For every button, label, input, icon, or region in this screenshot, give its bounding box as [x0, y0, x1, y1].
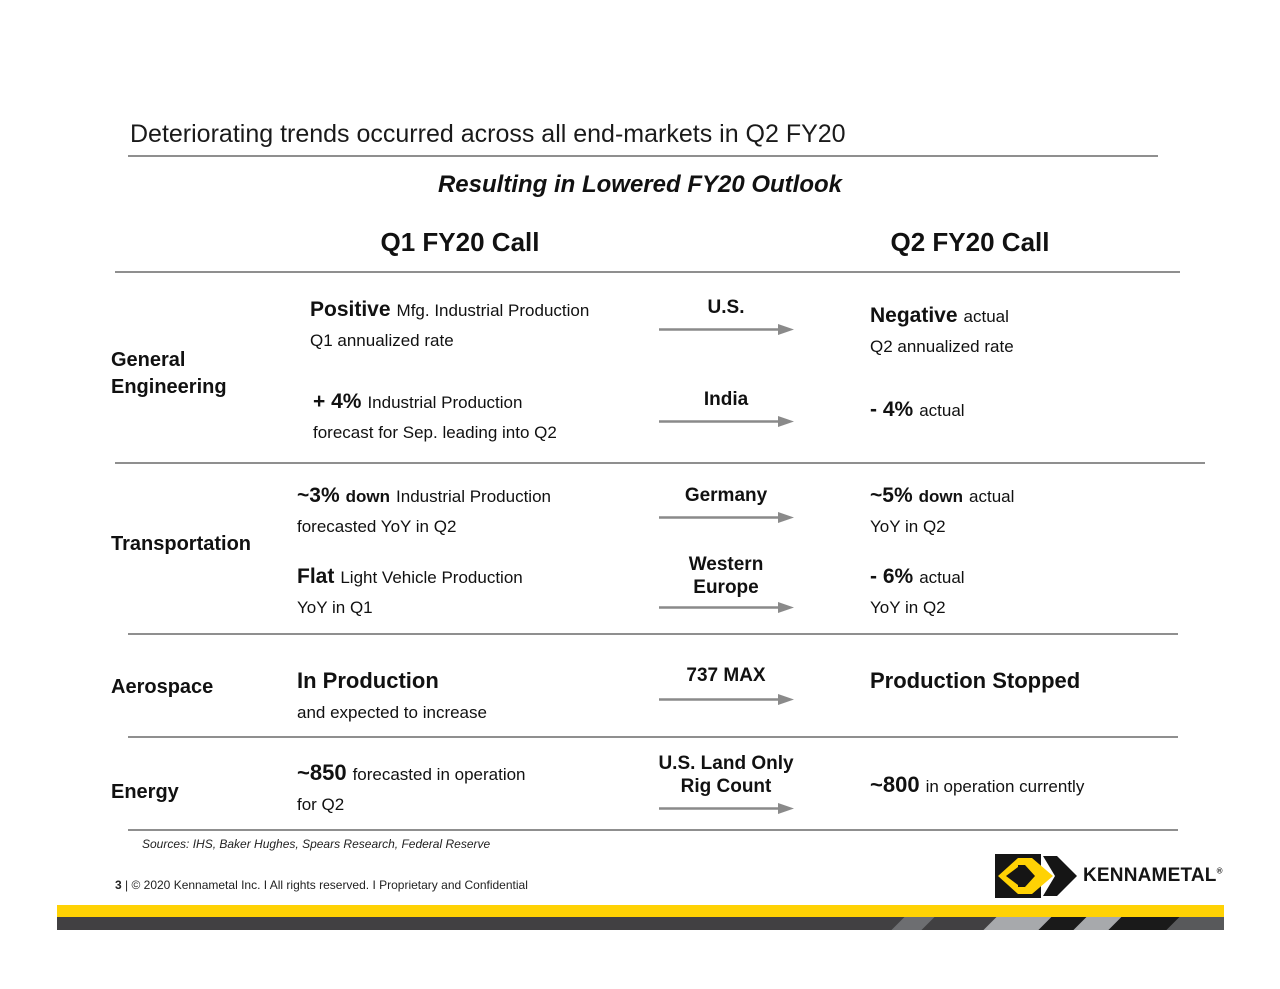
bottom-yellow-stripe	[57, 905, 1224, 917]
q1-call-value: ~3%	[297, 484, 340, 507]
divider	[128, 155, 1158, 157]
q1-call-value: + 4%	[313, 390, 362, 413]
row-label-energy: Energy	[111, 781, 179, 803]
column-header-q1: Q1 FY20 Call	[380, 227, 540, 257]
divider	[115, 271, 1180, 273]
sources-note: Sources: IHS, Baker Hughes, Spears Resea…	[142, 837, 491, 851]
q2-cell: Negative actual Q2 annualized rate	[870, 304, 1014, 356]
slide-subtitle: Resulting in Lowered FY20 Outlook	[437, 171, 843, 198]
q1-call-value: In Production	[297, 668, 439, 693]
stripe-segment	[887, 917, 939, 930]
row-label-aerospace: Aerospace	[111, 676, 214, 698]
page-number: 3	[115, 878, 122, 892]
q2-call-value: ~5%	[870, 484, 913, 507]
divider	[115, 462, 1205, 464]
arrow-label: 737 MAX	[686, 665, 766, 686]
table-row: In Production and expected to increase 7…	[297, 662, 1187, 752]
row-label-transportation: Transportation	[111, 533, 252, 555]
q2-cell: - 4% actual	[870, 398, 965, 421]
right-arrow-icon	[658, 803, 794, 814]
copyright-line: 3 | © 2020 Kennametal Inc. I All rights …	[115, 878, 528, 892]
q1-cell: + 4% Industrial Production forecast for S…	[313, 390, 557, 442]
arrow-label: India	[703, 389, 749, 410]
column-header-q2: Q2 FY20 Call	[890, 227, 1050, 257]
metric-arrow: Germany	[652, 484, 800, 524]
q1-cell: In Production and expected to increase	[297, 668, 487, 722]
q1-call-value: Flat	[297, 565, 335, 588]
right-arrow-icon	[658, 416, 794, 427]
q2-call-value: Negative	[870, 304, 958, 327]
table-row: + 4% Industrial Production forecast for S…	[297, 386, 1187, 476]
right-arrow-icon	[658, 512, 794, 523]
arrow-label: U.S. Land Only Rig Count	[658, 753, 794, 797]
arrow-label: Western Europe	[688, 554, 764, 598]
arrow-label: Germany	[684, 485, 768, 506]
right-arrow-icon	[658, 324, 794, 335]
kennametal-logo: KENNAMETAL®	[995, 854, 1223, 898]
divider	[128, 633, 1178, 635]
table-row: ~3% down Industrial Production forecasted …	[297, 480, 1187, 570]
q1-cell: ~3% down Industrial Production forecasted …	[297, 484, 551, 536]
q2-call-value: - 4%	[870, 398, 914, 421]
metric-arrow: U.S.	[652, 296, 800, 336]
q2-call-value: Production Stopped	[870, 668, 1081, 693]
right-arrow-icon	[658, 602, 794, 613]
kennametal-logo-text: KENNAMETAL®	[1083, 865, 1223, 886]
q2-cell: - 6% actual YoY in Q2	[870, 565, 965, 617]
bottom-dark-stripe	[57, 917, 1224, 930]
q2-cell: Production Stopped	[870, 668, 1187, 703]
divider	[128, 736, 1178, 738]
q1-call-value: ~850	[297, 760, 347, 785]
metric-arrow: Western Europe	[652, 553, 800, 614]
row-label-general-engineering: General Engineering	[111, 349, 227, 398]
q1-cell: Positive Mfg. Industrial Production Q1 an…	[310, 298, 590, 350]
arrow-label: U.S.	[707, 297, 745, 318]
q2-call-value: ~800	[870, 772, 920, 797]
metric-arrow: 737 MAX	[652, 664, 800, 706]
q1-call-value: Positive	[310, 298, 391, 321]
table-row: Positive Mfg. Industrial Production Q1 an…	[297, 296, 1187, 386]
q2-cell: ~800 in operation currently	[870, 772, 1085, 797]
right-arrow-icon	[658, 694, 794, 705]
metric-arrow: U.S. Land Only Rig Count	[652, 752, 800, 815]
copyright-text: | © 2020 Kennametal Inc. I All rights re…	[125, 878, 528, 892]
q1-cell: ~850 forecasted in operation for Q2	[297, 760, 526, 814]
q2-cell: ~5% down actual YoY in Q2	[870, 484, 1015, 536]
page-title: Deteriorating trends occurred across all…	[130, 120, 846, 148]
table-row: ~850 forecasted in operation for Q2 U.S. …	[297, 750, 1187, 840]
kennametal-logo-icon	[995, 854, 1077, 898]
q1-cell: Flat Light Vehicle Production YoY in Q1	[297, 565, 523, 617]
q2-call-value: - 6%	[870, 565, 914, 588]
table-row: Flat Light Vehicle Production YoY in Q1 W…	[297, 553, 1187, 643]
divider	[128, 829, 1178, 831]
metric-arrow: India	[652, 388, 800, 428]
